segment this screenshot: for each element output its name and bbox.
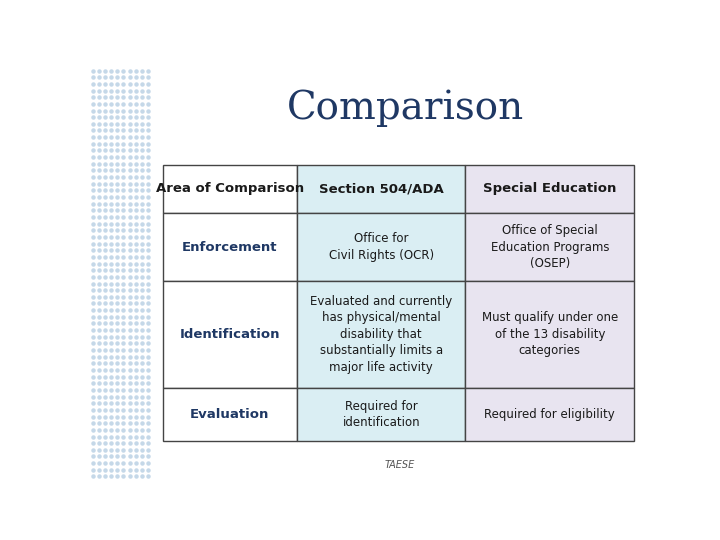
Bar — [297, 165, 466, 213]
Bar — [163, 281, 297, 388]
Text: Comparison: Comparison — [287, 90, 524, 127]
Text: Evaluated and currently
has physical/mental
disability that
substantially limits: Evaluated and currently has physical/men… — [310, 295, 452, 374]
Text: Office of Special
Education Programs
(OSEP): Office of Special Education Programs (OS… — [490, 224, 609, 270]
Text: TAESE: TAESE — [384, 460, 415, 470]
Bar — [163, 388, 297, 441]
Text: Special Education: Special Education — [483, 183, 616, 195]
Text: Office for
Civil Rights (OCR): Office for Civil Rights (OCR) — [328, 232, 433, 262]
Text: Identification: Identification — [179, 328, 280, 341]
Text: Evaluation: Evaluation — [190, 408, 269, 421]
Bar — [466, 281, 634, 388]
Text: Required for
identification: Required for identification — [343, 400, 420, 429]
Bar — [466, 213, 634, 281]
Bar — [297, 213, 466, 281]
Text: Section 504/ADA: Section 504/ADA — [319, 183, 444, 195]
Bar — [163, 213, 297, 281]
Text: Required for eligibility: Required for eligibility — [485, 408, 615, 421]
Bar — [163, 165, 297, 213]
Text: Enforcement: Enforcement — [182, 240, 277, 254]
Bar — [466, 165, 634, 213]
Text: Area of Comparison: Area of Comparison — [156, 183, 304, 195]
Bar — [466, 388, 634, 441]
Bar — [297, 281, 466, 388]
Bar — [297, 388, 466, 441]
Text: Must qualify under one
of the 13 disability
categories: Must qualify under one of the 13 disabil… — [482, 312, 618, 357]
